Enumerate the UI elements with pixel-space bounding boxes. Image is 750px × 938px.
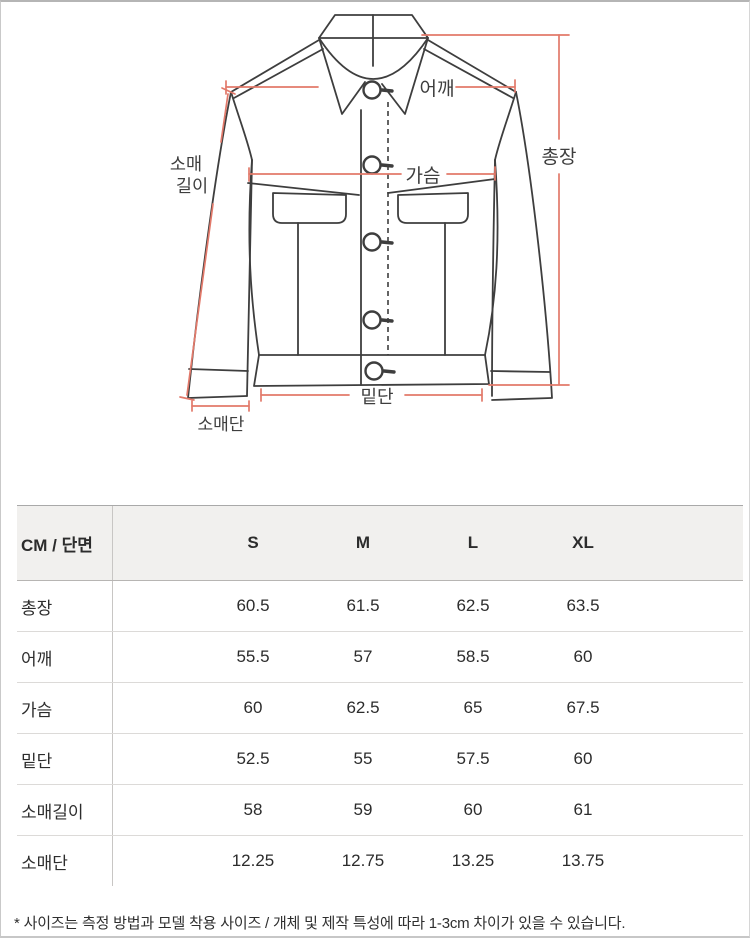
jacket-diagram-svg: 어깨 총장 소매 길이 가슴 밑단 소매단 (170, 14, 577, 434)
table-cell: 65 (463, 698, 483, 717)
table-row: 밑단 52.5 55 57.5 60 (17, 733, 743, 784)
table-cell: 63.5 (566, 596, 600, 615)
table-header-cell-s: S (247, 533, 259, 552)
label-shoulder: 어깨 (420, 78, 455, 100)
table-header-cell-l: L (467, 533, 479, 552)
jacket-outline (187, 14, 553, 401)
table-row: 가슴 60 62.5 65 67.5 (17, 682, 743, 733)
table-row-label: 밑단 (17, 734, 113, 784)
table-cell: 60 (573, 749, 593, 768)
button-shanks (380, 88, 396, 374)
table-row-label: 소매길이 (17, 785, 113, 835)
measurement-lines (179, 34, 570, 412)
table-cell: 60 (243, 698, 263, 717)
table-cell: 57 (353, 647, 373, 666)
table-cell: 61.5 (346, 596, 380, 615)
table-body: 총장 60.5 61.5 62.5 63.5 어깨 55.5 57 58.5 60 가슴 60 62.5… (17, 581, 743, 886)
table-row: 총장 60.5 61.5 62.5 63.5 (17, 581, 743, 631)
label-hem: 밑단 (360, 387, 393, 407)
label-sleeve-length-1: 소매 (170, 154, 202, 174)
table-row-label: 소매단 (17, 836, 113, 886)
table-cell: 55.5 (236, 647, 270, 666)
label-chest: 가슴 (406, 165, 441, 187)
jacket-buttons (362, 80, 384, 381)
size-table: CM / 단면 S M L XL 총장 60.5 61.5 62.5 63.5 어깨 55.… (17, 505, 743, 886)
table-cell: 59 (353, 800, 373, 819)
table-row: 소매길이 58 59 60 61 (17, 784, 743, 835)
table-cell: 12.25 (231, 851, 275, 870)
table-cell: 55 (353, 749, 373, 768)
table-cell: 12.75 (341, 851, 385, 870)
table-cell: 57.5 (456, 749, 490, 768)
table-cell: 52.5 (236, 749, 270, 768)
table-cell: 58 (243, 800, 263, 819)
label-total-length: 총장 (542, 146, 577, 168)
table-cell: 60 (573, 647, 593, 666)
table-cell: 60.5 (236, 596, 270, 615)
size-footnote: * 사이즈는 측정 방법과 모델 착용 사이즈 / 개체 및 제작 특성에 따라… (14, 915, 626, 932)
table-header-cell-unit: CM / 단면 (17, 506, 113, 580)
table-cell: 62.5 (456, 596, 490, 615)
table-header-row: CM / 단면 S M L XL (17, 505, 743, 581)
label-cuff: 소매단 (198, 415, 245, 434)
table-cell: 13.25 (451, 851, 495, 870)
table-header-cell-m: M (355, 533, 371, 552)
table-cell: 61 (573, 800, 593, 819)
table-cell: 67.5 (566, 698, 600, 717)
table-header-cell-xl: XL (572, 533, 594, 552)
table-row: 어깨 55.5 57 58.5 60 (17, 631, 743, 682)
table-row-label: 어깨 (17, 632, 113, 682)
table-row-label: 가슴 (17, 683, 113, 733)
label-sleeve-length-2: 길이 (176, 176, 208, 196)
table-cell: 58.5 (456, 647, 490, 666)
table-row: 소매단 12.25 12.75 13.25 13.75 (17, 835, 743, 886)
jacket-measurement-diagram: 어깨 총장 소매 길이 가슴 밑단 소매단 (1, 2, 749, 502)
table-row-label: 총장 (17, 581, 113, 631)
table-cell: 60 (463, 800, 483, 819)
table-cell: 13.75 (561, 851, 605, 870)
table-cell: 62.5 (346, 698, 380, 717)
